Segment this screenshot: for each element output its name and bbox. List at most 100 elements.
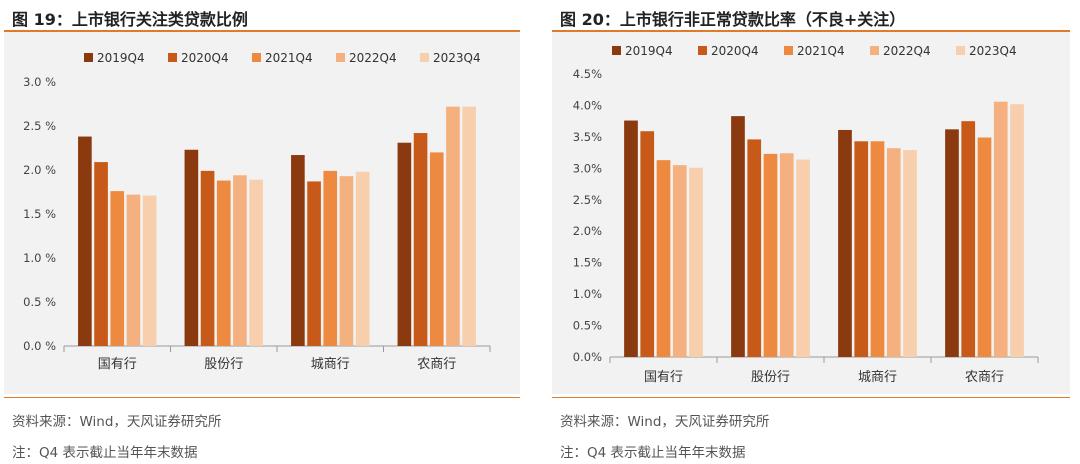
legend-swatch — [612, 46, 621, 55]
bar-chart: 0.0% 0.5% 1.0% 1.5% 2.0% 2.5% 3.0% 3.5% 4.0% 4.5%… — [573, 44, 1039, 385]
source-note: 资料来源：Wind，天风证券研究所 — [12, 414, 222, 430]
bar — [886, 148, 901, 357]
y-tick-label: 0.5% — [573, 319, 602, 333]
bar — [216, 180, 231, 346]
title-divider — [552, 30, 1070, 32]
bar — [796, 159, 810, 357]
figure-title: 图 20：上市银行非正常贷款比率（不良+关注） — [560, 10, 906, 29]
legend-swatch — [336, 53, 345, 62]
bar — [94, 162, 108, 346]
chart-panel-abnormal-loan: 图 20：上市银行非正常贷款比率（不良+关注） 0.0% 0.5% 1.0% 1.5%… — [548, 0, 1080, 464]
legend-label: 2021Q4 — [797, 44, 845, 58]
legend-label: 2023Q4 — [969, 44, 1017, 58]
bar — [640, 131, 655, 357]
y-tick-label: 2.5% — [573, 193, 602, 207]
bar — [413, 133, 428, 346]
x-category-label: 农商行 — [417, 357, 456, 372]
bar — [355, 171, 370, 346]
legend-swatch — [84, 53, 93, 62]
legend-swatch — [420, 53, 429, 62]
bar — [903, 150, 917, 357]
legend-swatch — [784, 46, 793, 55]
y-tick-label: 2.5 % — [23, 119, 56, 133]
figure-title: 图 19：上市银行关注类贷款比例 — [12, 10, 248, 29]
bar — [977, 137, 992, 357]
bar — [672, 165, 687, 357]
y-tick-label: 0.0 % — [23, 339, 56, 353]
bar — [945, 129, 959, 357]
y-tick-label: 3.0 % — [23, 75, 56, 89]
footnote: 注：Q4 表示截止当年年末数据 — [12, 445, 198, 461]
x-category-label: 农商行 — [965, 370, 1004, 385]
bar — [731, 116, 745, 357]
y-tick-label: 1.5% — [573, 256, 602, 270]
bar — [307, 181, 321, 346]
legend-label: 2020Q4 — [711, 44, 759, 58]
source-note: 资料来源：Wind，天风证券研究所 — [560, 414, 770, 430]
bar — [446, 106, 460, 346]
x-category-label: 城商行 — [858, 370, 897, 385]
bar-chart: 0.0 % 0.5 % 1.0 % 1.5 % 2.0 % 2.5 % 3.0 % 国有行 股份… — [23, 51, 491, 372]
bar — [689, 167, 703, 357]
title-divider — [4, 30, 520, 32]
legend-swatch — [698, 46, 707, 55]
y-tick-label: 0.0% — [573, 350, 602, 364]
bar — [142, 195, 157, 346]
bar — [184, 149, 199, 346]
bar — [747, 139, 762, 357]
y-tick-label: 3.5% — [573, 130, 602, 144]
legend-label: 2019Q4 — [97, 51, 145, 65]
chart-panel-loan-attention: 图 19：上市银行关注类贷款比例 0.0 % 0.5 % 1.0 % 1.5 % 2.0… — [0, 0, 530, 464]
legend-label: 2022Q4 — [349, 51, 397, 65]
x-category-label: 城商行 — [311, 357, 350, 372]
y-tick-label: 1.5 % — [23, 207, 56, 221]
bar — [323, 170, 338, 346]
legend-label: 2020Q4 — [181, 51, 229, 65]
x-category-label: 国有行 — [644, 370, 683, 385]
bar — [993, 101, 1008, 357]
bar — [624, 120, 638, 357]
bar — [870, 141, 885, 357]
x-category-label: 国有行 — [98, 357, 137, 372]
bar — [126, 194, 141, 346]
legend-label: 2019Q4 — [625, 44, 673, 58]
footnote: 注：Q4 表示截止当年年末数据 — [560, 445, 746, 461]
y-tick-label: 2.0% — [573, 224, 602, 238]
bar — [779, 153, 794, 357]
bar — [110, 191, 125, 346]
bar — [838, 129, 852, 357]
bar — [656, 160, 671, 357]
bar — [1010, 104, 1024, 357]
y-tick-label: 1.0% — [573, 287, 602, 301]
y-tick-label: 4.0% — [573, 98, 602, 112]
legend-swatch — [956, 46, 965, 55]
legend-swatch — [252, 53, 261, 62]
bar — [249, 179, 263, 346]
bar — [233, 175, 247, 346]
x-category-label: 股份行 — [751, 370, 790, 385]
legend-swatch — [870, 46, 879, 55]
bar — [397, 142, 412, 346]
y-tick-label: 4.5% — [573, 67, 602, 81]
bar — [854, 141, 869, 357]
chart-area: 0.0% 0.5% 1.0% 1.5% 2.0% 2.5% 3.0% 3.5% 4.0% 4.5%… — [552, 32, 1070, 394]
bar — [961, 121, 976, 358]
bar — [429, 152, 444, 346]
legend-label: 2023Q4 — [433, 51, 481, 65]
bar — [291, 155, 305, 346]
bar — [462, 106, 476, 346]
legend-label: 2021Q4 — [265, 51, 313, 65]
x-category-label: 股份行 — [204, 357, 243, 372]
chart-area: 0.0 % 0.5 % 1.0 % 1.5 % 2.0 % 2.5 % 3.0 % 国有行 股份… — [4, 32, 520, 394]
legend-label: 2022Q4 — [883, 44, 931, 58]
source-divider — [552, 397, 1070, 398]
y-tick-label: 2.0 % — [23, 163, 56, 177]
bar — [763, 153, 778, 357]
y-tick-label: 0.5 % — [23, 295, 56, 309]
source-divider — [4, 397, 520, 398]
bar — [200, 170, 215, 346]
bar — [78, 136, 92, 346]
y-tick-label: 3.0% — [573, 161, 602, 175]
legend-swatch — [168, 53, 177, 62]
bar — [339, 176, 354, 346]
